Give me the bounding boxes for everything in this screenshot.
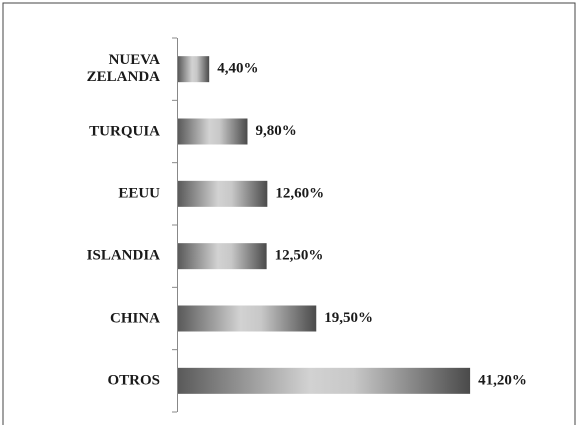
bar <box>178 305 317 332</box>
category-label: ISLANDIA <box>86 247 160 264</box>
bar <box>178 56 210 83</box>
bar <box>178 118 248 145</box>
category-label: CHINA <box>109 310 160 326</box>
category-label: NUEVA ZELANDA <box>86 52 160 86</box>
value-label: 12,50% <box>275 248 324 264</box>
value-label: 12,60% <box>275 185 324 201</box>
bar <box>178 180 268 207</box>
value-label: 9,80% <box>255 123 296 139</box>
value-label: 41,20% <box>478 372 527 388</box>
bar <box>178 367 471 394</box>
bar <box>178 243 267 270</box>
category-label: EEUU <box>118 185 160 202</box>
value-label: 4,40% <box>217 61 258 77</box>
category-label: OTROS <box>107 372 160 389</box>
category-label: TURQUIA <box>89 123 160 139</box>
value-label: 19,50% <box>324 310 373 326</box>
